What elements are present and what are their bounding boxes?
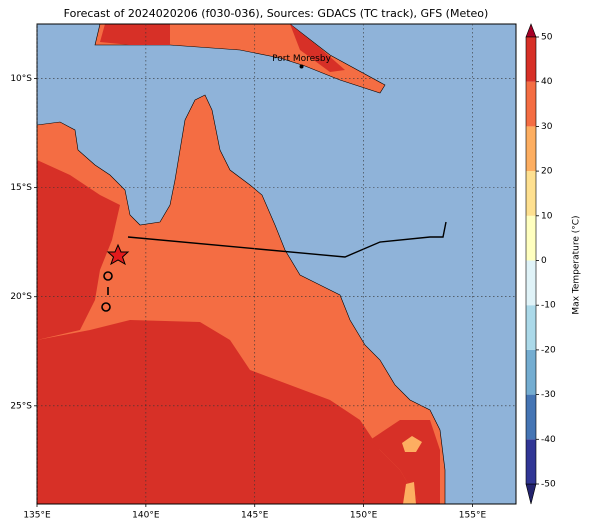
title: Forecast of 2024020206 (f030-036), Sourc… — [64, 7, 489, 20]
warm-patch — [402, 436, 422, 452]
hot-region — [37, 160, 120, 340]
colorbar-tick-label: -30 — [541, 390, 556, 400]
colorbar-tick-label: -10 — [541, 301, 556, 311]
x-tick-label: 135°E — [23, 511, 51, 521]
colorbar-tick-label: 10 — [541, 211, 553, 221]
x-tick-label: 155°E — [459, 511, 487, 521]
colorbar-bin — [526, 260, 536, 306]
colorbar-tick-label: 30 — [541, 122, 553, 132]
colorbar-extend — [525, 23, 537, 38]
colorbar-tick-label: -40 — [541, 435, 556, 445]
colorbar-tick-label: 50 — [541, 33, 553, 43]
colorbar-bin — [526, 349, 536, 395]
cyclone-position — [106, 243, 130, 266]
x-tick-label: 145°E — [241, 511, 269, 521]
x-tick-label: 150°E — [350, 511, 378, 521]
place-label: Port Moresby — [272, 54, 331, 64]
colorbar-bin — [526, 37, 536, 82]
colorbar-bin — [526, 81, 536, 127]
colorbar-bin — [526, 394, 536, 440]
place-marker — [299, 64, 304, 69]
colorbar-label: Max Temperature (°C) — [572, 215, 582, 314]
colorbar-bin — [526, 171, 536, 216]
track-point — [103, 271, 113, 281]
hot-region — [100, 24, 170, 45]
colorbar-bin — [526, 126, 536, 172]
y-tick-label: 15°S — [10, 183, 32, 193]
colorbar-tick-label: -20 — [541, 345, 556, 355]
colorbar-tick-label: 0 — [541, 256, 547, 266]
colorbar-bin — [526, 305, 536, 350]
colorbar-tick-label: -50 — [541, 480, 556, 490]
colorbar-bin — [526, 215, 536, 261]
y-tick-label: 10°S — [10, 74, 32, 84]
cyclone-track — [127, 221, 447, 258]
colorbar-extend — [525, 483, 537, 505]
colorbar-tick-label: 20 — [541, 167, 553, 177]
map — [37, 24, 516, 504]
colorbar-tick-label: 40 — [541, 77, 553, 87]
y-tick-label: 25°S — [10, 401, 32, 411]
colorbar-bin — [526, 439, 536, 484]
track-point — [101, 302, 111, 312]
hot-region — [290, 24, 345, 72]
hot-region — [370, 420, 440, 504]
x-tick-label: 140°E — [132, 511, 160, 521]
y-tick-label: 20°S — [10, 292, 32, 302]
warm-patch — [403, 482, 416, 504]
hot-region — [37, 320, 420, 504]
